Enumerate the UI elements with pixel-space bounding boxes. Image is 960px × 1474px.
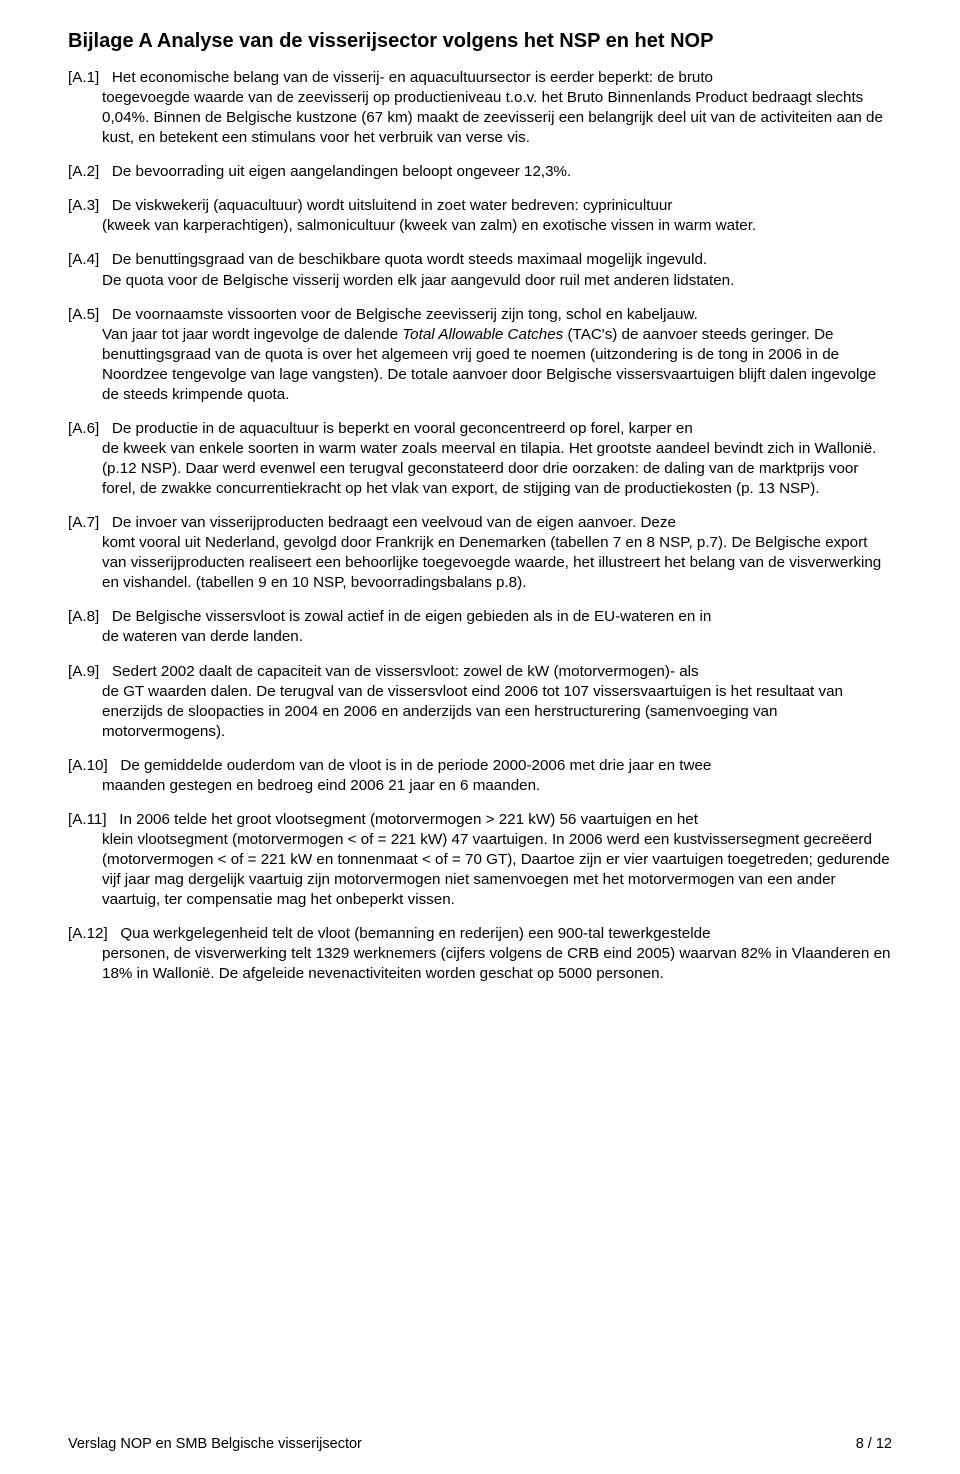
item-first-line: De gemiddelde ouderdom van de vloot is i…: [120, 757, 711, 774]
item-label: [A.11]: [68, 810, 107, 830]
items-list: [A.1] Het economische belang van de viss…: [68, 68, 892, 984]
item-body: maanden gestegen en bedroeg eind 2006 21…: [68, 776, 892, 796]
item-label: [A.4]: [68, 250, 99, 270]
list-item: [A.2] De bevoorrading uit eigen aangelan…: [68, 162, 892, 182]
item-label: [A.9]: [68, 662, 99, 682]
item-first-line: De viskwekerij (aquacultuur) wordt uitsl…: [112, 197, 673, 214]
list-item: [A.7] De invoer van visserijproducten be…: [68, 513, 892, 593]
item-first-line: Sedert 2002 daalt de capaciteit van de v…: [112, 663, 699, 680]
item-label: [A.2]: [68, 162, 99, 182]
document-page: Bijlage A Analyse van de visserijsector …: [0, 0, 960, 1474]
item-label: [A.6]: [68, 419, 99, 439]
list-item: [A.12] Qua werkgelegenheid telt de vloot…: [68, 924, 892, 984]
item-body: de GT waarden dalen. De terugval van de …: [68, 682, 892, 742]
footer-right: 8 / 12: [856, 1436, 892, 1452]
list-item: [A.3] De viskwekerij (aquacultuur) wordt…: [68, 196, 892, 236]
list-item: [A.10] De gemiddelde ouderdom van de vlo…: [68, 756, 892, 796]
list-item: [A.9] Sedert 2002 daalt de capaciteit va…: [68, 662, 892, 742]
item-body: (kweek van karperachtigen), salmonicultu…: [68, 216, 892, 236]
item-body: personen, de visverwerking telt 1329 wer…: [68, 944, 892, 984]
page-title: Bijlage A Analyse van de visserijsector …: [68, 28, 892, 54]
item-label: [A.10]: [68, 756, 108, 776]
item-label: [A.12]: [68, 924, 108, 944]
item-first-line: De productie in de aquacultuur is beperk…: [112, 420, 693, 437]
footer-left: Verslag NOP en SMB Belgische visserijsec…: [68, 1436, 362, 1452]
item-first-line: Het economische belang van de visserij- …: [112, 69, 713, 86]
item-first-line: De voornaamste vissoorten voor de Belgis…: [112, 306, 698, 323]
item-first-line: De benuttingsgraad van de beschikbare qu…: [112, 251, 707, 268]
item-body: toegevoegde waarde van de zeevisserij op…: [68, 88, 892, 148]
item-body: komt vooral uit Nederland, gevolgd door …: [68, 533, 892, 593]
item-label: [A.1]: [68, 68, 99, 88]
page-footer: Verslag NOP en SMB Belgische visserijsec…: [68, 1436, 892, 1452]
list-item: [A.8] De Belgische vissersvloot is zowal…: [68, 607, 892, 647]
item-first-line: Qua werkgelegenheid telt de vloot (beman…: [120, 925, 710, 942]
item-label: [A.5]: [68, 305, 99, 325]
item-body: De quota voor de Belgische visserij word…: [68, 271, 892, 291]
item-body: de kweek van enkele soorten in warm wate…: [68, 439, 892, 499]
item-first-line: In 2006 telde het groot vlootsegment (mo…: [119, 811, 698, 828]
item-label: [A.8]: [68, 607, 99, 627]
item-body: klein vlootsegment (motorvermogen < of =…: [68, 830, 892, 910]
list-item: [A.5] De voornaamste vissoorten voor de …: [68, 305, 892, 405]
list-item: [A.6] De productie in de aquacultuur is …: [68, 419, 892, 499]
item-first-line: De bevoorrading uit eigen aangelandingen…: [112, 163, 571, 180]
list-item: [A.1] Het economische belang van de viss…: [68, 68, 892, 148]
item-label: [A.3]: [68, 196, 99, 216]
item-label: [A.7]: [68, 513, 99, 533]
item-first-line: De invoer van visserijproducten bedraagt…: [112, 514, 676, 531]
item-first-line: De Belgische vissersvloot is zowal actie…: [112, 608, 711, 625]
item-body: Van jaar tot jaar wordt ingevolge de dal…: [68, 325, 892, 405]
item-body: de wateren van derde landen.: [68, 627, 892, 647]
list-item: [A.11] In 2006 telde het groot vlootsegm…: [68, 810, 892, 910]
list-item: [A.4] De benuttingsgraad van de beschikb…: [68, 250, 892, 290]
